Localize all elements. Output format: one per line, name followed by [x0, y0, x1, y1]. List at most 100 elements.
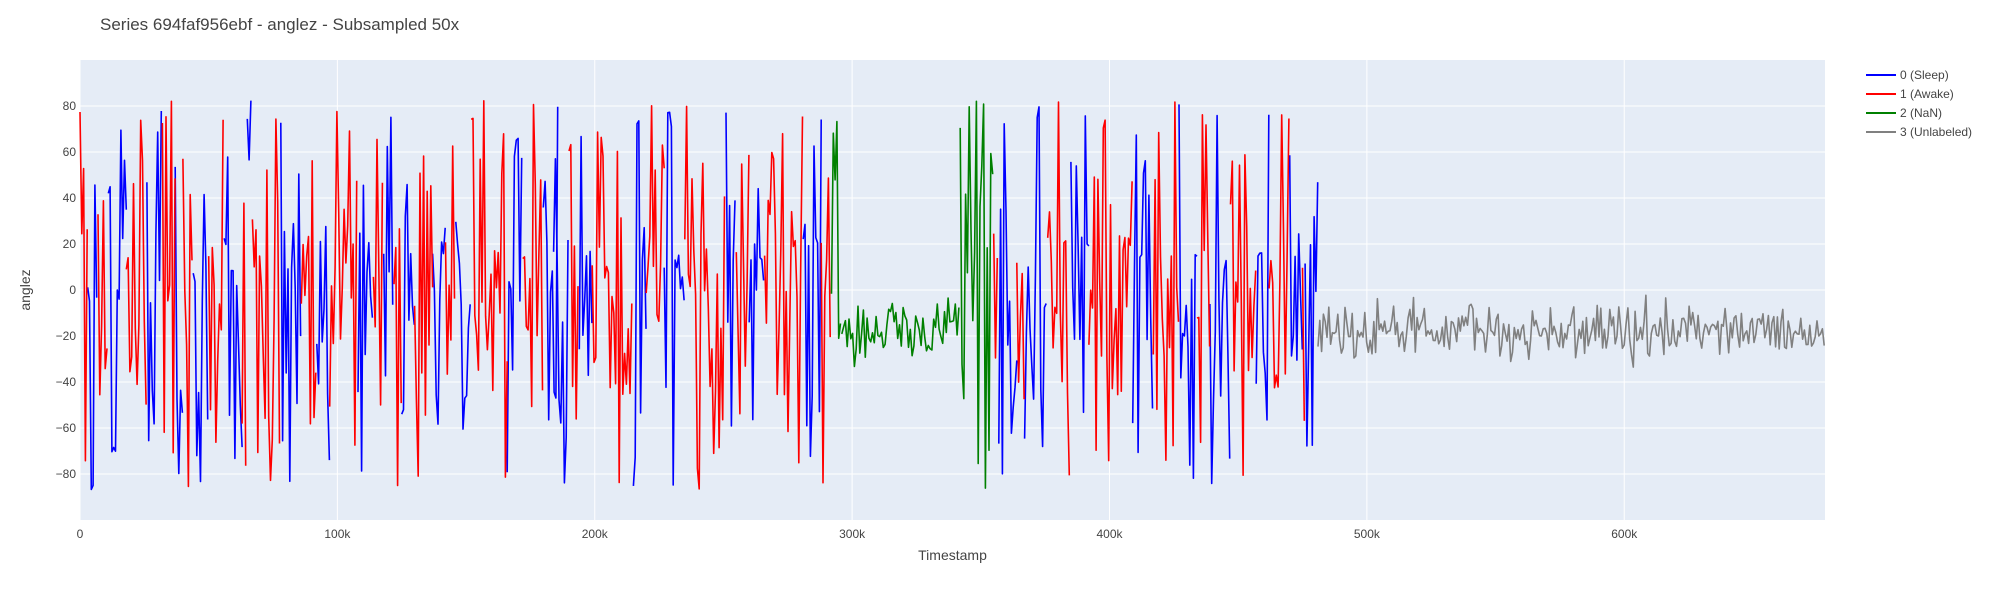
legend[interactable]: 0 (Sleep) 1 (Awake) 2 (NaN) 3 (Unlabeled)	[1866, 68, 1972, 139]
series-line	[431, 227, 446, 425]
series-line	[1288, 155, 1304, 361]
series-line	[1301, 267, 1306, 421]
series-line	[86, 184, 98, 491]
series-line	[97, 200, 108, 396]
series-line	[830, 120, 842, 340]
y-axis-title: anglez	[17, 269, 33, 310]
series-line	[591, 131, 633, 484]
series-line	[1070, 115, 1090, 414]
series-line	[1229, 154, 1257, 477]
x-tick-label: 200k	[582, 527, 609, 541]
series-line	[725, 112, 736, 427]
series-line	[280, 122, 302, 483]
x-tick-label: 100k	[324, 527, 351, 541]
y-tick-label: −80	[56, 467, 77, 481]
y-tick-label: −20	[56, 329, 77, 343]
series-line	[542, 106, 559, 421]
series-line	[146, 110, 163, 442]
series-line	[192, 193, 209, 483]
x-tick-label: 300k	[839, 527, 866, 541]
series-line	[1268, 114, 1290, 389]
legend-item[interactable]: 2 (NaN)	[1866, 106, 1942, 120]
series-line	[174, 166, 184, 475]
series-line	[328, 110, 358, 446]
series-line	[992, 233, 999, 359]
legend-label: 3 (Unlabeled)	[1900, 125, 1972, 139]
y-tick-label: −60	[56, 421, 77, 435]
series-line	[444, 145, 456, 375]
series-line	[246, 100, 252, 161]
series-line	[79, 111, 88, 462]
series-line	[568, 143, 579, 420]
series-line	[841, 297, 960, 368]
series-line	[998, 123, 1018, 475]
series-line	[632, 120, 647, 486]
y-tick-label: −40	[56, 375, 77, 389]
series-line	[1023, 106, 1047, 448]
series-line	[1304, 182, 1319, 447]
series-line	[1016, 262, 1025, 400]
series-line	[1088, 119, 1133, 462]
series-line	[552, 158, 569, 484]
series-line	[455, 221, 471, 430]
series-line	[470, 100, 508, 478]
series-line	[1317, 294, 1825, 368]
legend-label: 0 (Sleep)	[1900, 68, 1949, 82]
x-tick-label: 500k	[1354, 527, 1381, 541]
series-line	[684, 105, 726, 490]
series-line	[382, 116, 394, 377]
series-line	[357, 184, 374, 472]
legend-item[interactable]: 3 (Unlabeled)	[1866, 125, 1972, 139]
series-layer	[79, 100, 1825, 491]
series-1-awake	[79, 100, 1306, 490]
series-line	[506, 137, 523, 473]
y-tick-label: 80	[63, 99, 77, 113]
tick-labels: −80 −60 −40 −20 0 20 40 60 80 0 100k 200k 300k 400k 50…	[56, 99, 1639, 541]
x-axis-title: Timestamp	[918, 547, 987, 563]
series-line	[1131, 134, 1154, 454]
series-line	[1196, 114, 1211, 444]
series-0-sleep	[86, 100, 1319, 491]
x-tick-label: 0	[77, 527, 84, 541]
series-line	[820, 177, 831, 484]
series-line	[241, 202, 247, 466]
series-line	[400, 183, 416, 415]
y-tick-label: 0	[69, 283, 76, 297]
series-line	[1152, 101, 1180, 462]
legend-item[interactable]: 0 (Sleep)	[1866, 68, 1949, 82]
series-line	[748, 187, 765, 421]
chart-title: Series 694faf956ebf - anglez - Subsample…	[100, 15, 460, 34]
series-line	[316, 225, 331, 461]
series-line	[182, 158, 193, 488]
legend-label: 1 (Awake)	[1900, 87, 1954, 101]
series-line	[223, 156, 243, 460]
series-line	[1209, 114, 1231, 485]
series-line	[663, 111, 685, 486]
legend-item[interactable]: 1 (Awake)	[1866, 87, 1954, 101]
y-tick-label: 20	[63, 237, 77, 251]
series-line	[107, 129, 128, 453]
series-3-unlabeled	[1317, 294, 1825, 368]
series-2-nan	[830, 100, 994, 489]
series-line	[372, 138, 384, 406]
series-line	[959, 100, 994, 489]
y-tick-label: 40	[63, 191, 77, 205]
series-line	[1255, 114, 1270, 421]
series-line	[578, 135, 593, 377]
x-tick-label: 400k	[1096, 527, 1123, 541]
series-line	[645, 105, 665, 323]
series-line	[251, 118, 281, 482]
series-line	[393, 228, 402, 487]
series-line	[763, 116, 804, 464]
legend-label: 2 (NaN)	[1900, 106, 1942, 120]
x-tick-label: 600k	[1611, 527, 1638, 541]
series-line	[125, 119, 147, 405]
series-line	[1178, 104, 1198, 480]
series-line	[207, 119, 224, 444]
series-line	[802, 119, 822, 458]
series-line	[413, 155, 434, 477]
series-line	[161, 100, 176, 454]
series-line	[735, 154, 750, 415]
series-line	[1046, 101, 1071, 476]
